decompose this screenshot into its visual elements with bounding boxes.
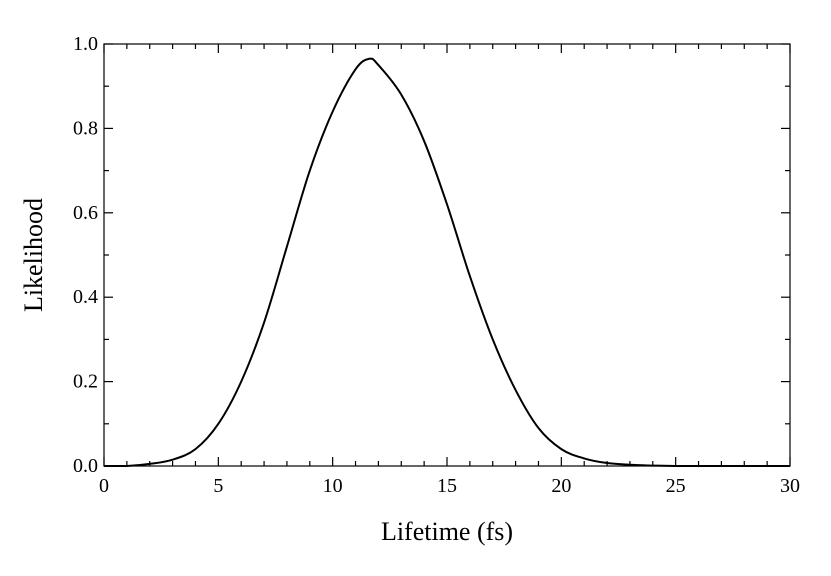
y-tick-label: 0.2 bbox=[73, 371, 98, 393]
likelihood-curve bbox=[104, 57, 790, 467]
x-tick-label: 5 bbox=[213, 475, 223, 497]
y-tick-label: 0.8 bbox=[73, 117, 98, 139]
x-tick-label: 15 bbox=[437, 475, 457, 497]
x-tick-label: 10 bbox=[323, 475, 343, 497]
y-tick-label: 1.0 bbox=[73, 33, 98, 55]
x-tick-label: 20 bbox=[551, 475, 571, 497]
x-axis-title: Lifetime (fs) bbox=[381, 517, 513, 546]
plot-frame bbox=[103, 43, 791, 467]
y-tick-label: 0.4 bbox=[73, 286, 98, 308]
x-tick-label: 30 bbox=[780, 475, 800, 497]
y-tick-label: 0.0 bbox=[73, 455, 98, 477]
y-axis-title: Likelihood bbox=[19, 198, 48, 312]
x-tick-label: 0 bbox=[99, 475, 109, 497]
y-tick-label: 0.6 bbox=[73, 202, 98, 224]
axis-ticks bbox=[103, 43, 791, 467]
tick-labels: 0 5 10 15 20 25 30 0.0 0.2 0.4 0.6 0.8 1.0 bbox=[73, 33, 800, 497]
x-tick-label: 25 bbox=[666, 475, 686, 497]
